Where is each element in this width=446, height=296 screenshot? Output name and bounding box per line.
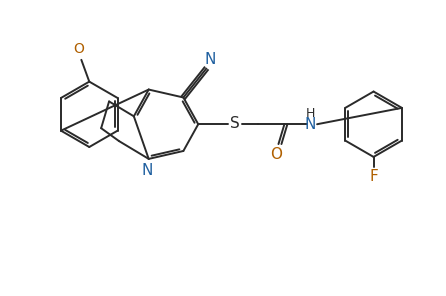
Text: H: H [306, 107, 315, 120]
Text: N: N [204, 52, 216, 67]
Text: F: F [369, 169, 378, 184]
Text: O: O [73, 42, 84, 56]
Text: N: N [305, 117, 316, 132]
Text: S: S [230, 116, 240, 131]
Text: O: O [270, 147, 282, 163]
Text: N: N [141, 163, 153, 178]
